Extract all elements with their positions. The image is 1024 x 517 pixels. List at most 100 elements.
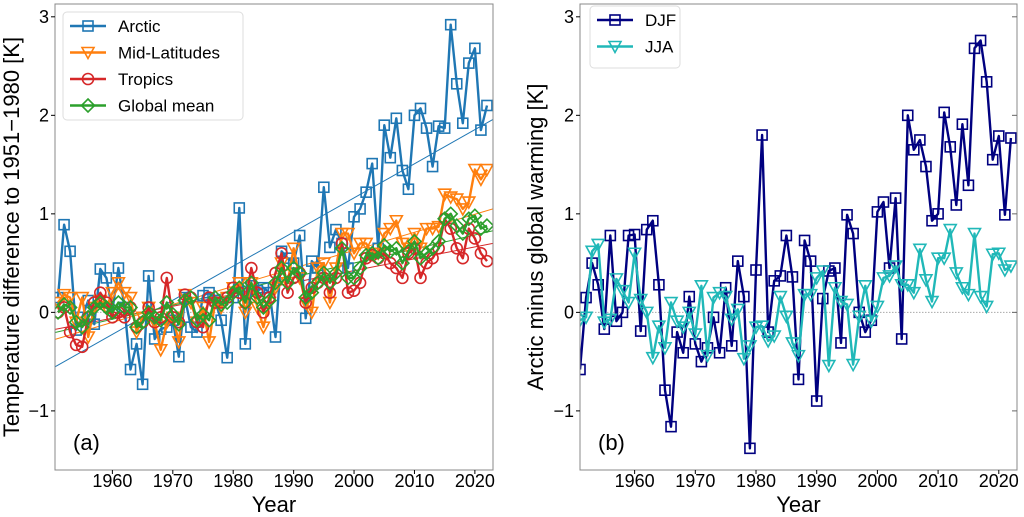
data-point-arctic	[396, 164, 409, 177]
data-point-jja	[979, 300, 995, 315]
data-point-mid-latitudes	[455, 203, 471, 217]
data-point-arctic	[378, 119, 391, 131]
x-tick-label: 2010	[394, 471, 434, 491]
data-point-jja	[694, 279, 709, 294]
data-point-global-mean	[122, 299, 139, 316]
data-point-jja	[590, 238, 606, 253]
panel-b: 1960 1970 1980 1990 2000 2010 2020 −1 0 1 2 3 Year Ar…	[523, 3, 1019, 517]
data-point-jja	[724, 313, 740, 327]
data-point-jja	[760, 335, 776, 349]
data-point-jja	[833, 295, 849, 310]
data-point-djf	[992, 130, 1005, 142]
data-point-arctic	[432, 120, 445, 132]
legend-marker	[81, 72, 95, 86]
data-point-jja	[948, 267, 964, 281]
data-point-djf	[762, 326, 774, 338]
data-point-global-mean	[304, 285, 320, 301]
data-point-mid-latitudes	[256, 321, 271, 335]
data-point-jja	[997, 264, 1013, 278]
data-point-arctic	[136, 378, 149, 391]
data-point-jja	[754, 320, 770, 334]
data-point-djf	[677, 346, 689, 359]
data-point-djf	[683, 290, 696, 303]
data-point-jja	[633, 293, 649, 308]
data-point-global-mean	[310, 275, 326, 291]
data-point-jja	[785, 337, 800, 351]
data-point-arctic	[100, 272, 113, 284]
data-point-djf	[895, 333, 908, 345]
data-point-jja	[580, 314, 588, 328]
data-point-arctic	[384, 151, 397, 164]
data-point-djf	[932, 208, 944, 220]
trend-line-arctic	[55, 118, 493, 368]
data-point-djf	[738, 290, 750, 303]
legend: DJF JJA	[589, 5, 681, 69]
data-point-arctic	[402, 183, 415, 196]
data-point-mid-latitudes	[56, 288, 72, 303]
data-point-arctic	[299, 312, 312, 325]
data-point-tropics	[450, 242, 464, 255]
data-point-jja	[651, 320, 667, 334]
data-point-djf	[647, 214, 659, 227]
data-point-tropics	[75, 340, 89, 354]
data-point-arctic	[269, 331, 282, 343]
x-tick-label: 1990	[797, 471, 837, 491]
data-point-arctic	[456, 117, 469, 130]
data-point-global-mean	[388, 240, 404, 256]
legend-label: Arctic	[118, 17, 161, 36]
data-point-djf	[774, 270, 787, 282]
data-point-global-mean	[267, 275, 284, 291]
data-point-global-mean	[128, 319, 145, 335]
data-point-djf	[665, 420, 677, 433]
data-point-djf	[598, 323, 611, 335]
data-point-jja	[706, 291, 721, 306]
data-point-global-mean	[316, 265, 332, 281]
data-point-mid-latitudes	[479, 163, 493, 178]
data-point-djf	[956, 118, 969, 130]
data-point-global-mean	[358, 247, 374, 263]
data-point-djf	[659, 384, 671, 396]
data-point-tropics	[275, 246, 288, 260]
legend-item-arctic: Arctic	[70, 17, 161, 36]
legend-label: DJF	[645, 11, 676, 30]
data-point-jja	[596, 316, 612, 330]
y-tick-label: −1	[553, 401, 574, 421]
data-point-mid-latitudes	[388, 214, 404, 229]
data-point-arctic	[354, 203, 366, 215]
y-tick-label: 0	[564, 302, 574, 322]
legend-frame	[62, 11, 244, 121]
data-point-tropics	[456, 251, 470, 265]
legend-marker	[80, 97, 96, 114]
legend-label: Tropics	[118, 70, 173, 89]
data-point-jja	[803, 288, 818, 303]
data-point-djf	[622, 229, 635, 242]
legend-marker	[607, 40, 623, 55]
data-point-jja	[609, 273, 624, 287]
legend-item-tropics: Tropics	[70, 70, 173, 89]
data-point-arctic	[360, 186, 372, 198]
series-jja	[580, 223, 1017, 374]
x-tick-label: 1990	[274, 471, 314, 491]
y-axis-label: Arctic minus global warming [K]	[523, 84, 548, 391]
x-axis-label: Year	[776, 492, 820, 517]
data-point-arctic	[142, 270, 155, 282]
data-point-global-mean	[382, 243, 398, 259]
data-point-mid-latitudes	[437, 188, 453, 202]
data-point-global-mean	[231, 280, 247, 296]
x-tick-label: 2000	[334, 471, 374, 491]
data-point-arctic	[330, 223, 342, 236]
axes-frame	[54, 3, 494, 471]
data-point-jja	[675, 321, 691, 335]
x-tick-label: 1960	[92, 471, 132, 491]
data-point-mid-latitudes	[74, 291, 90, 306]
y-tick-label: 1	[39, 204, 49, 224]
series-line-djf	[580, 39, 1013, 450]
data-point-tropics	[63, 325, 77, 339]
series-line-jja	[580, 228, 1012, 367]
data-point-global-mean	[171, 316, 187, 332]
y-tick-label: 3	[39, 7, 49, 27]
data-point-arctic	[481, 99, 493, 112]
data-point-global-mean	[261, 292, 278, 309]
data-point-djf	[653, 278, 665, 291]
